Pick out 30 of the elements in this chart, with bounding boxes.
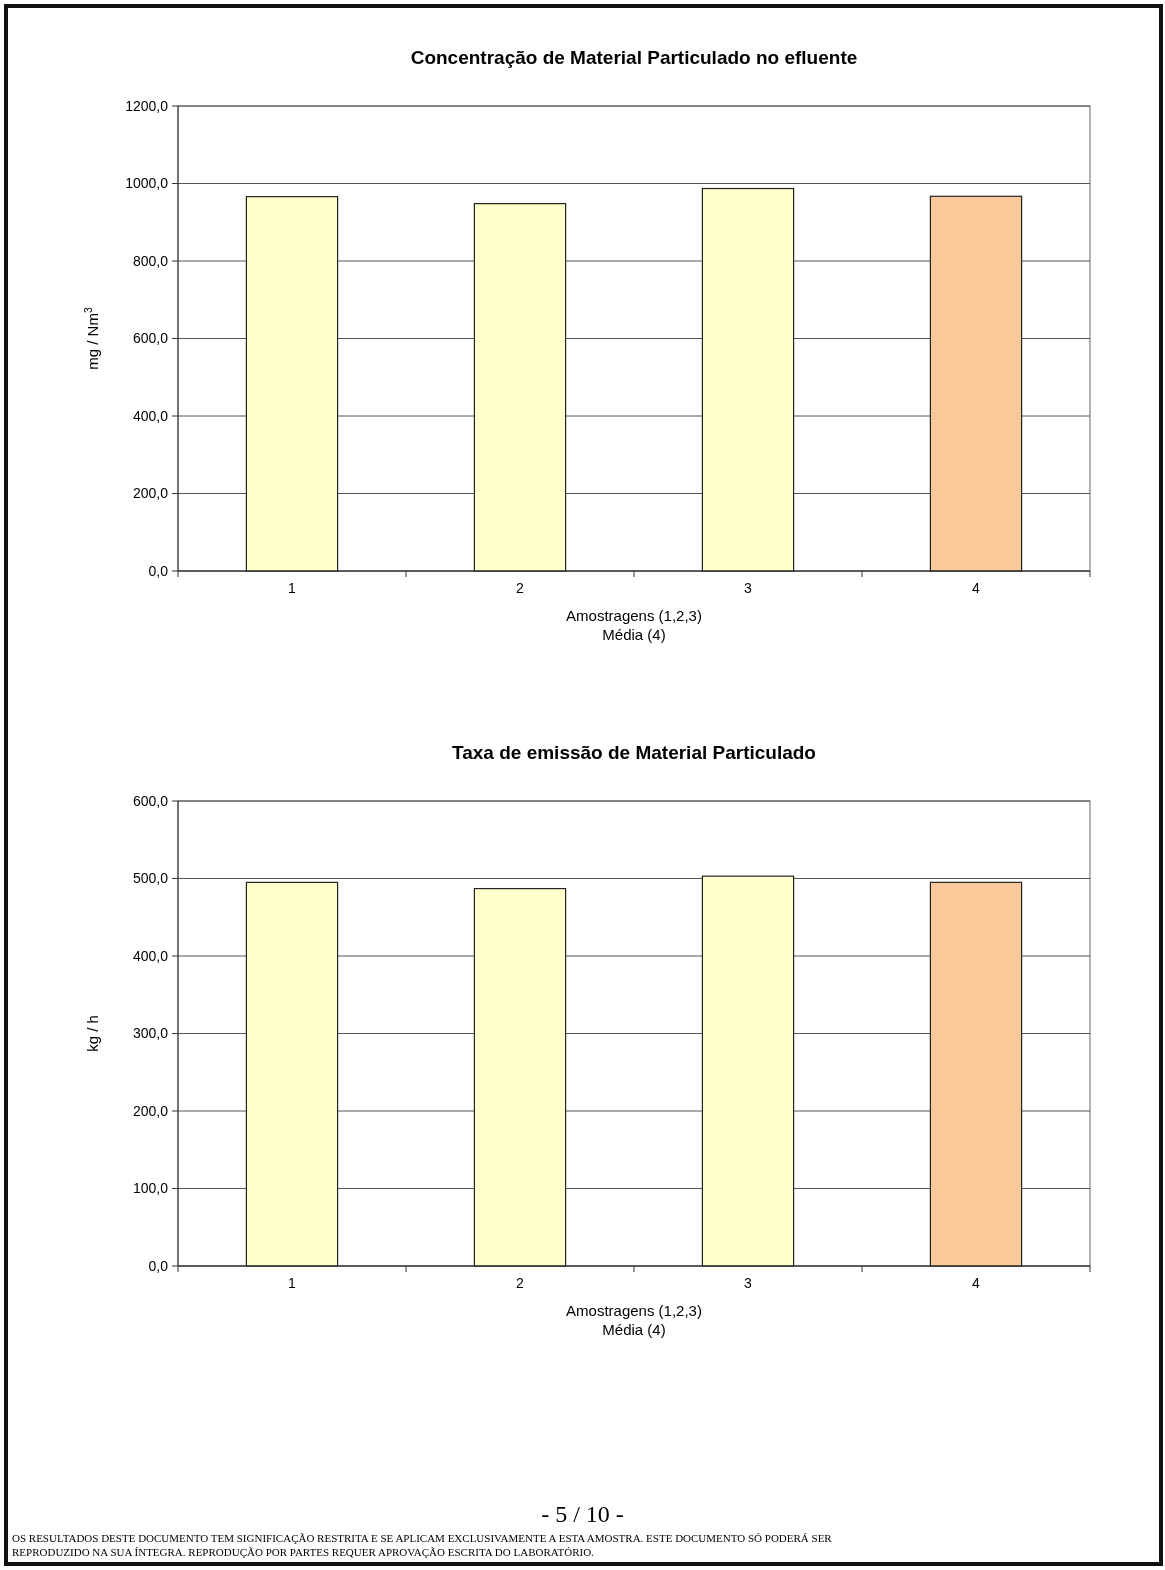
y-tick-label: 1000,0 [125,175,169,192]
x-axis-title: Amostragens (1,2,3) Média (4) [566,1302,702,1338]
x-tick-label: 3 [744,1275,753,1291]
y-tick-label: 400,0 [132,407,169,424]
text: REPRODUZIDO NA SUA ÍNTEGRA. REPRODUÇÃO POR PARTES REQUER APROVAÇÃO ESCRITA DO LABORATÓRIO. [12,1546,595,1558]
text: OS RESULTADOS DESTE DOCUMENTO TEM SIGNIFICAÇÃO RESTRITA E SE APLICAM EXCLUSIVAMENTE A ESTA AMOSTRA. ESTE DOCUMENTO SÓ PODERÁ SER [12,1532,833,1544]
y-tick-label: 400,0 [132,947,169,964]
chart-title: Taxa de emissão de Material Particulado [452,742,816,763]
y-tick-label: 1200,0 [125,97,169,114]
y-tick-label: 500,0 [132,870,169,887]
y-tick-label: 200,0 [132,485,169,502]
y-axis-title: kg / h [84,1015,101,1052]
y-tick-label: 0,0 [148,1257,169,1274]
x-tick-label: 4 [972,580,981,596]
y-tick-label: 300,0 [132,1025,169,1042]
chart-title: Concentração de Material Particulado no efluente [410,47,858,68]
y-tick-label: 200,0 [132,1102,169,1119]
x-tick-label: 2 [516,580,525,596]
x-tick-label: 2 [516,1275,525,1291]
x-tick-label: 1 [288,1275,297,1291]
y-tick-label: 600,0 [132,792,169,809]
x-axis-title: Amostragens (1,2,3) Média (4) [566,607,702,643]
y-tick-label: 800,0 [132,252,169,269]
y-tick-label: 0,0 [148,562,169,579]
y-tick-label: 600,0 [132,330,169,347]
x-tick-label: 4 [972,1275,981,1291]
x-tick-label: 1 [288,580,297,596]
text: - 5 / 10 - [541,1501,624,1527]
y-tick-label: 100,0 [132,1180,169,1197]
x-tick-label: 3 [744,580,753,596]
